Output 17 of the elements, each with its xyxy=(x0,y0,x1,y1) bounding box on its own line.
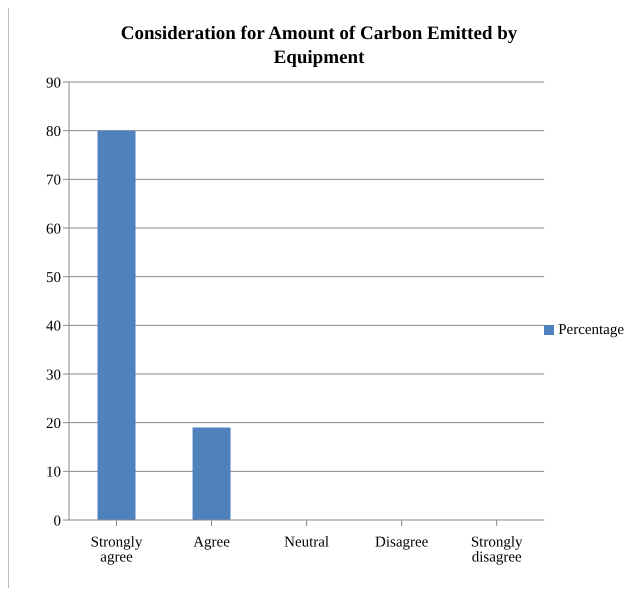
y-tick-label: 70 xyxy=(46,172,61,189)
y-tick-label: 0 xyxy=(54,513,61,530)
y-tick-label: 40 xyxy=(46,318,61,335)
y-tick-label: 20 xyxy=(46,416,61,432)
x-tick-label: Disagree xyxy=(374,534,429,551)
x-tick-label: Agree xyxy=(193,534,230,551)
legend-label: Percentage xyxy=(558,322,624,338)
x-tick-label: Neutral xyxy=(284,534,330,551)
y-tick-label: 90 xyxy=(46,75,61,92)
chart-title: Consideration for Amount of Carbon Emitted by Equipment xyxy=(120,22,518,70)
y-tick-label: 80 xyxy=(46,124,61,140)
y-tick-label: 30 xyxy=(46,367,61,384)
y-tick-label: 50 xyxy=(46,270,61,286)
x-tick-label: Strongly agree xyxy=(90,534,143,566)
y-tick-label: 60 xyxy=(46,221,61,238)
y-tick-label: 10 xyxy=(46,464,61,481)
x-tick-label: Strongly disagree xyxy=(470,534,524,566)
